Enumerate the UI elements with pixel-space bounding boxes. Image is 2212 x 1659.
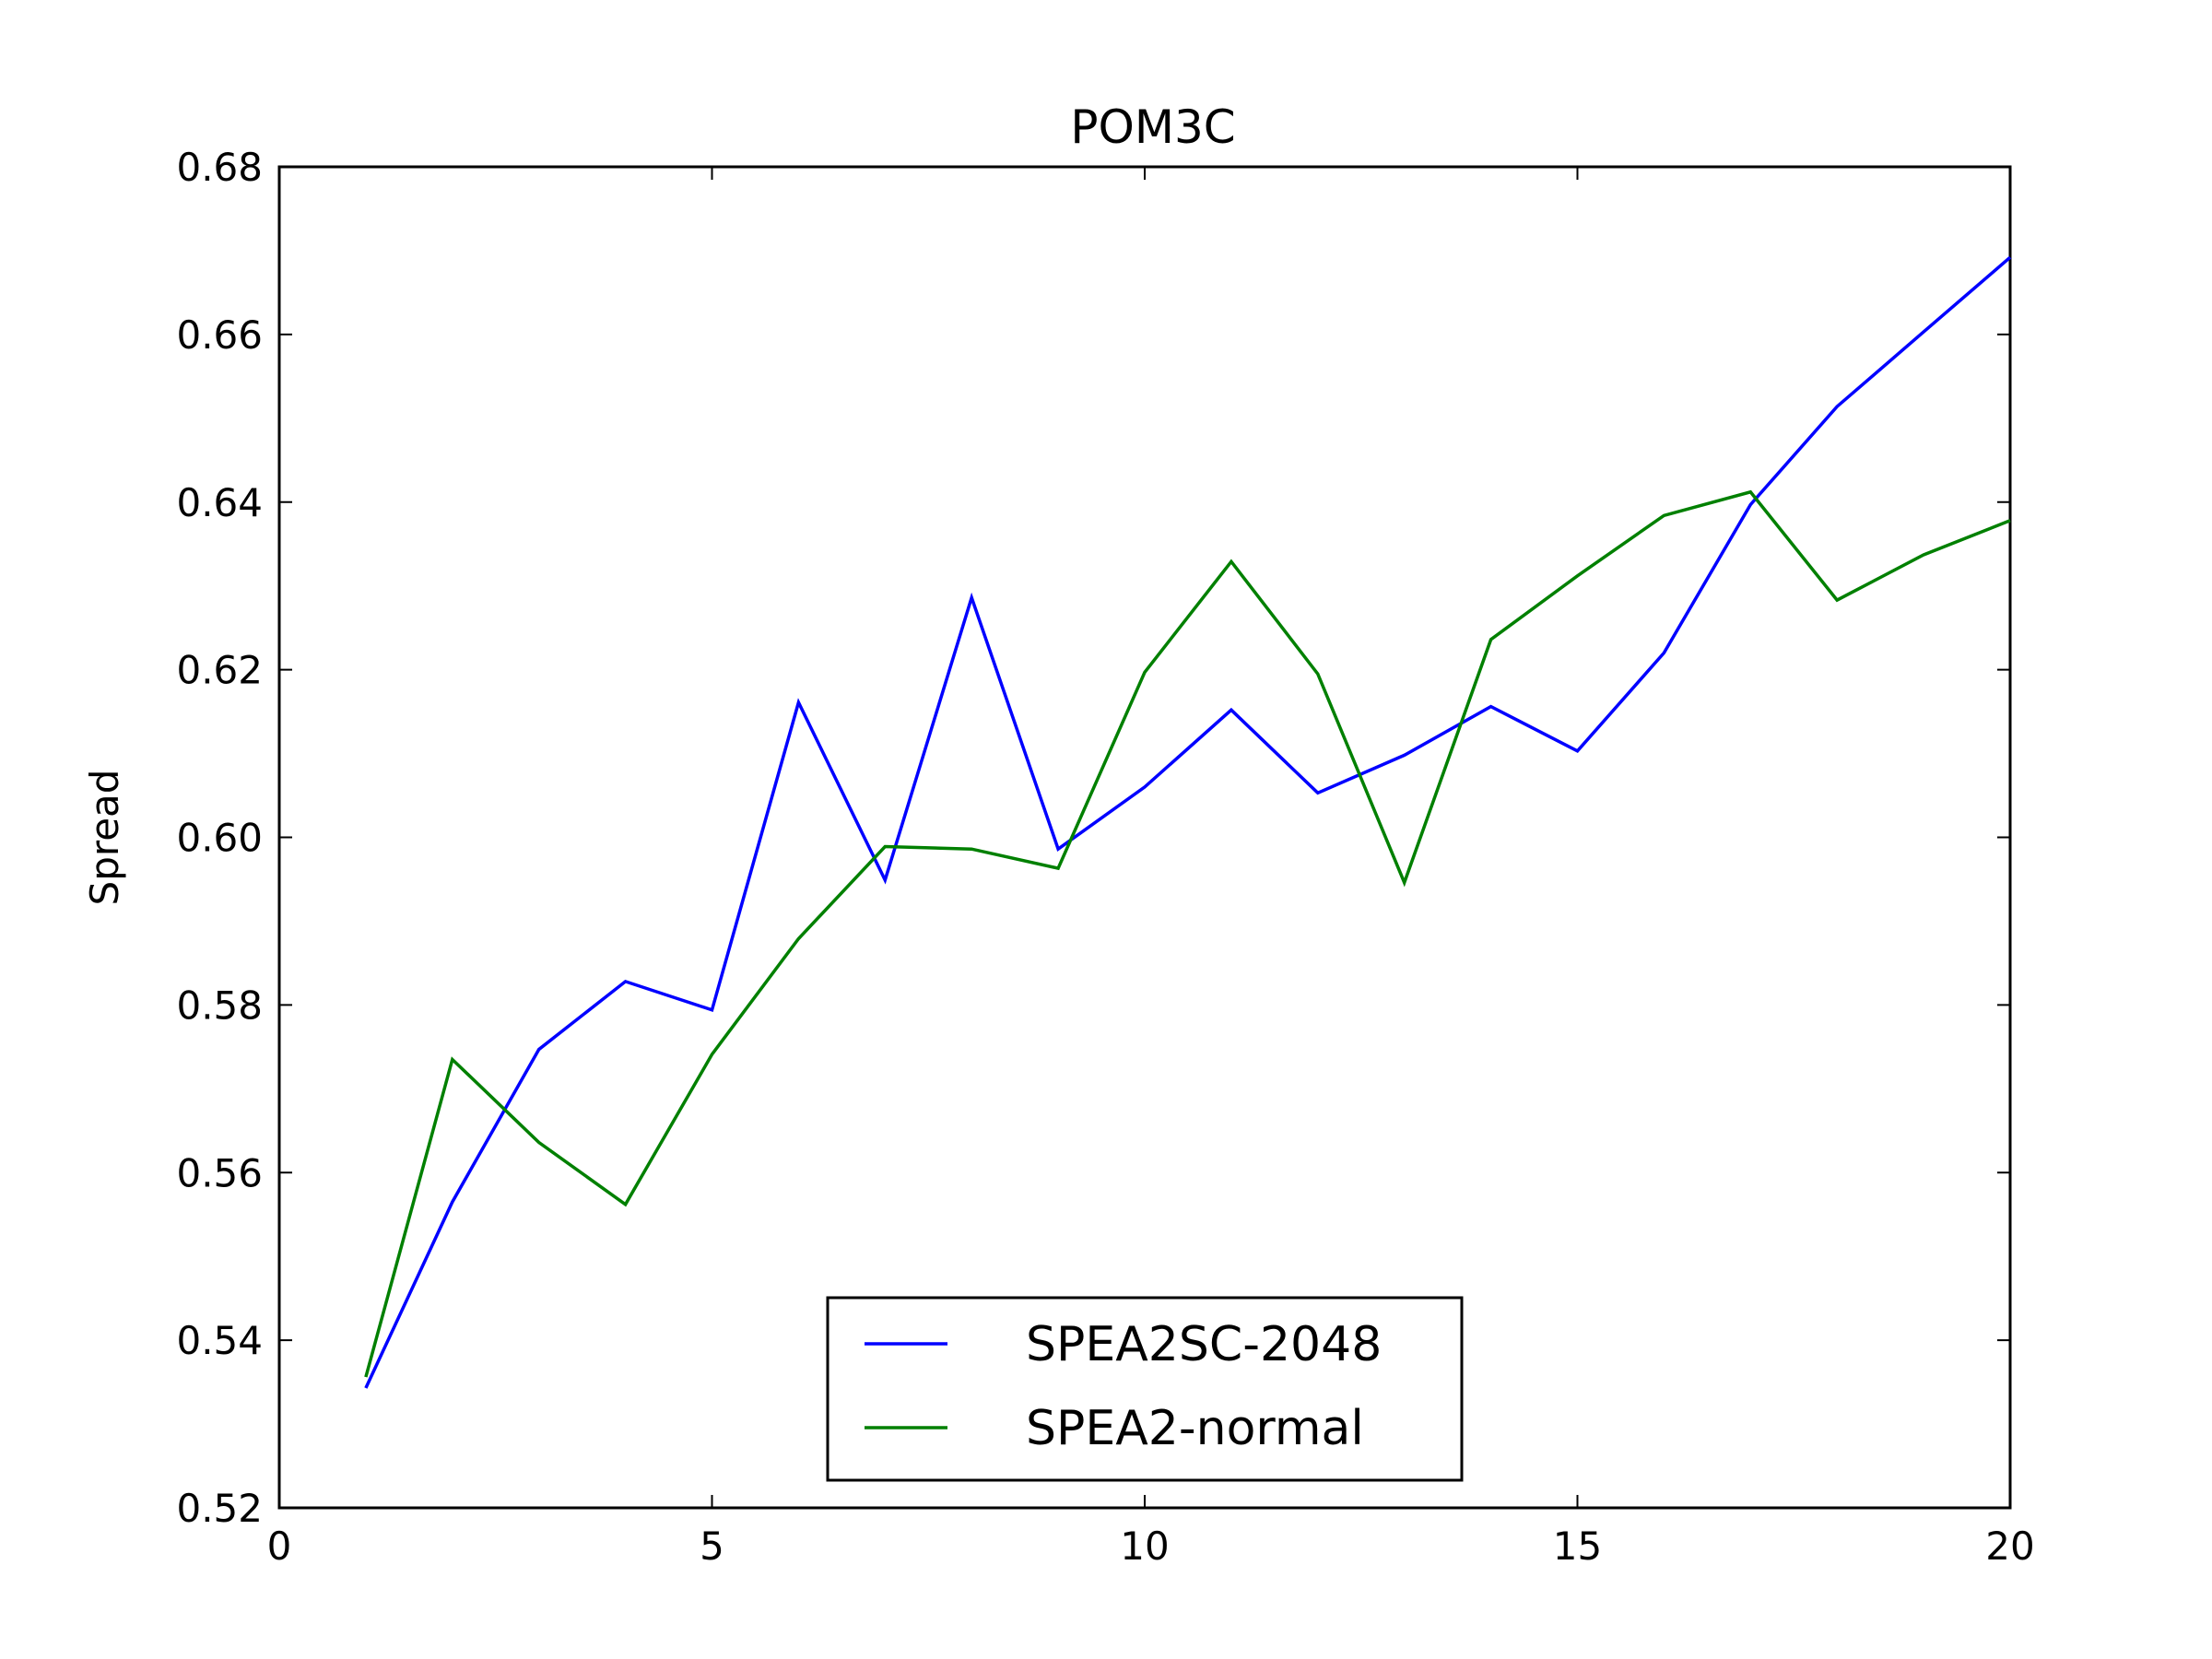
x-tick-label: 0 xyxy=(267,1524,292,1569)
y-tick-label: 0.56 xyxy=(176,1150,263,1195)
chart-title: POM3C xyxy=(1070,100,1235,154)
x-tick-label: 5 xyxy=(700,1524,724,1569)
x-tick-label: 20 xyxy=(1985,1524,2034,1569)
y-axis-label: Spread xyxy=(82,770,127,906)
y-tick-label: 0.68 xyxy=(176,145,263,190)
legend-label: SPEA2SC-2048 xyxy=(1026,1317,1382,1372)
series-layer xyxy=(364,255,2012,1389)
y-tick-label: 0.54 xyxy=(176,1318,263,1363)
x-tick-label: 15 xyxy=(1553,1524,1602,1569)
x-tick-label: 10 xyxy=(1120,1524,1169,1569)
y-tick-label: 0.66 xyxy=(176,312,263,358)
series-line-spea2sc-2048 xyxy=(364,255,2012,1389)
y-tick-label: 0.62 xyxy=(176,648,263,693)
y-tick-label: 0.60 xyxy=(176,816,263,861)
legend-box xyxy=(826,1296,1464,1482)
y-tick-label: 0.52 xyxy=(176,1486,263,1531)
y-tick-label: 0.64 xyxy=(176,480,263,525)
legend-label: SPEA2-normal xyxy=(1026,1401,1364,1456)
y-tick-label: 0.58 xyxy=(176,982,263,1028)
legend: SPEA2SC-2048 SPEA2-normal xyxy=(826,1296,1464,1482)
series-line-spea2-normal xyxy=(364,489,2011,1378)
axis-ticks: 0 5 10 15 20 0.52 0.54 0.56 0.58 0.60 0.62 0.64 0.66… xyxy=(176,145,2034,1569)
